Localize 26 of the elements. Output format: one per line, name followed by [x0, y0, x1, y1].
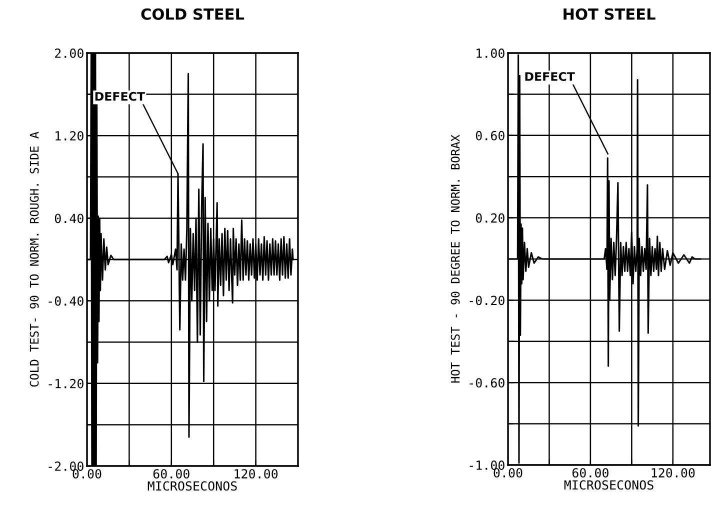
y-tick-label: 0.40 — [54, 214, 84, 224]
y-tick-label: -1.20 — [48, 378, 84, 388]
chart-title: COLD STEEL — [141, 8, 244, 20]
x-tick-label: 120.00 — [234, 469, 278, 479]
x-axis-title: MICROSECONOS — [148, 481, 237, 491]
y-axis-title: COLD TEST- 90 TO NORM. ROUGH. SIDE A — [30, 132, 39, 387]
y-tick-label: -1.00 — [470, 460, 504, 470]
x-tick-label: 60.00 — [572, 468, 608, 478]
y-axis-title: HOT TEST - 90 DEGREE TO NORM. BORAX — [450, 134, 460, 383]
x-tick-label: 0.00 — [72, 469, 102, 479]
y-tick-label: 1.00 — [476, 48, 504, 58]
x-tick-label: 120.00 — [652, 468, 695, 478]
x-axis-title: MICROSECONOS — [564, 480, 654, 490]
y-tick-label: 1.20 — [56, 131, 84, 141]
x-tick-label: 60.00 — [153, 469, 190, 479]
y-tick-label: -0.20 — [470, 296, 504, 306]
annotation: DEFECT — [95, 92, 145, 101]
y-tick-label: 2.00 — [55, 48, 84, 58]
x-tick-label: 0.00 — [494, 468, 522, 478]
y-tick-label: -2.00 — [48, 462, 84, 471]
y-tick-label: -0.60 — [470, 378, 504, 388]
y-tick-label: -0.40 — [48, 296, 84, 306]
y-tick-label: 0.20 — [476, 213, 504, 223]
chart-title: HOT STEEL — [564, 8, 656, 20]
annotation: DEFECT — [525, 72, 575, 81]
y-tick-label: 0.60 — [476, 130, 504, 140]
